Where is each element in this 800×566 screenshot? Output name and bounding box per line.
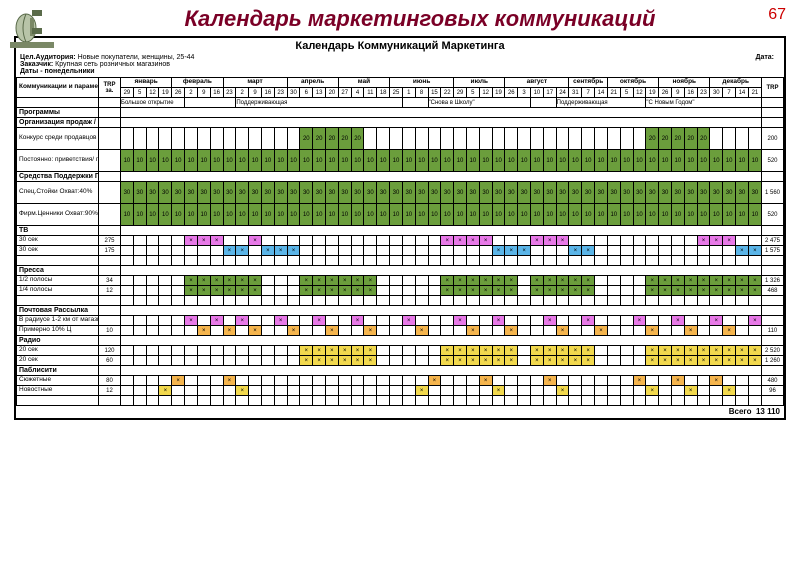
date-label: Дата:	[755, 54, 774, 61]
audience-value: Новые покупатели, женщины, 25-44	[78, 54, 195, 61]
client-value: Крупная сеть розничных магазинов	[55, 61, 170, 68]
sheet-meta: Цел.Аудитория: Новые покупатели, женщины…	[16, 54, 784, 77]
audience-label: Цел.Аудитория:	[20, 54, 76, 61]
dates-label: Даты - понедельники	[20, 68, 95, 75]
slide: 67 Календарь маркетинговых коммуникаций …	[0, 0, 800, 566]
satellite-icon	[10, 8, 54, 48]
page-number: 67	[768, 6, 786, 24]
grand-total: Всего 13 110	[16, 406, 784, 418]
calendar-sheet: Календарь Коммуникаций Маркетинга Цел.Ау…	[14, 36, 786, 420]
slide-title: Календарь маркетинговых коммуникаций	[50, 6, 790, 32]
sheet-title: Календарь Коммуникаций Маркетинга	[16, 38, 784, 54]
client-label: Заказчик:	[20, 61, 53, 68]
calendar-grid: Коммуникации и параметрыTRP за.январьфев…	[16, 77, 784, 406]
